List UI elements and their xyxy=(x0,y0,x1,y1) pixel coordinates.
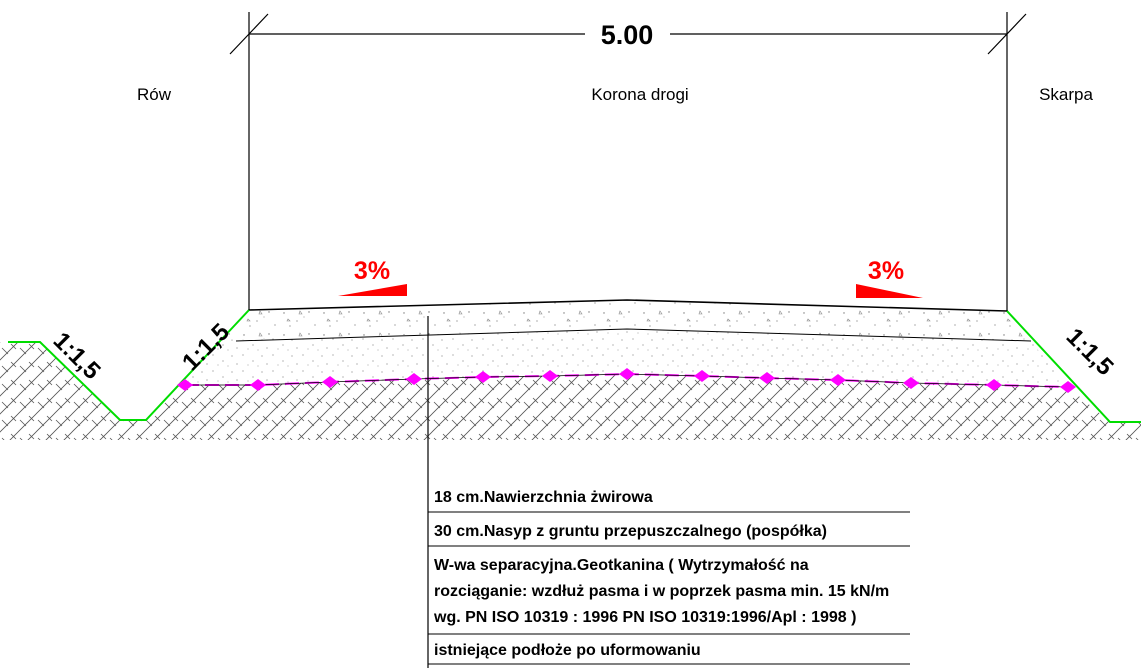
geotextile-marker xyxy=(619,368,635,380)
crossfall-right-arrow xyxy=(856,284,923,298)
layer-description: 18 cm.Nawierzchnia żwirowa 30 cm.Nasyp z… xyxy=(428,489,910,665)
layer-surface: 18 cm.Nawierzchnia żwirowa xyxy=(434,489,653,506)
geotextile-marker xyxy=(322,376,338,388)
geotextile-marker xyxy=(1060,381,1076,393)
layer-geotextile-line-1: W-wa separacyjna.Geotkanina ( Wytrzymało… xyxy=(434,557,809,574)
slope-ratio-embankment: 1:1,5 xyxy=(1061,323,1119,381)
geotextile-marker xyxy=(986,379,1002,391)
geotextile-marker xyxy=(694,370,710,382)
dimension-line xyxy=(229,13,1027,55)
zone-label-left: Rów xyxy=(137,85,172,104)
layer-geotextile-line-3: wg. PN ISO 10319 : 1996 PN ISO 10319:199… xyxy=(433,609,856,626)
road-surface-line xyxy=(248,299,1008,312)
gravel-bottom-line xyxy=(235,328,1032,342)
zone-label-right: Skarpa xyxy=(1039,85,1093,104)
fill-layer xyxy=(185,329,1068,387)
crossfall-left: 3% xyxy=(354,257,390,285)
gravel-surface-layer xyxy=(220,300,1030,340)
geotextile-marker xyxy=(177,379,193,391)
geotextile-marker xyxy=(406,373,422,385)
geotextile-markers xyxy=(177,368,1076,393)
layer-geotextile-line-2: rozciąganie: wzdłuż pasma i w poprzek pa… xyxy=(434,583,889,600)
geotextile-marker xyxy=(830,374,846,386)
geotextile-marker xyxy=(759,372,775,384)
embankment-slope-line xyxy=(1006,310,1141,423)
zone-label-center: Korona drogi xyxy=(591,85,688,104)
existing-subgrade xyxy=(0,342,1141,440)
crossfall-right: 3% xyxy=(868,257,904,285)
geotextile-marker xyxy=(475,371,491,383)
geotextile-marker xyxy=(542,370,558,382)
dimension-value: 5.00 xyxy=(601,20,654,50)
layer-fill: 30 cm.Nasyp z gruntu przepuszczalnego (p… xyxy=(434,523,827,540)
crossfall-left-arrow xyxy=(338,284,407,296)
layer-subgrade: istniejące podłoże po uformowaniu xyxy=(434,642,701,659)
geotextile-marker xyxy=(903,377,919,389)
geotextile-marker xyxy=(250,379,266,391)
